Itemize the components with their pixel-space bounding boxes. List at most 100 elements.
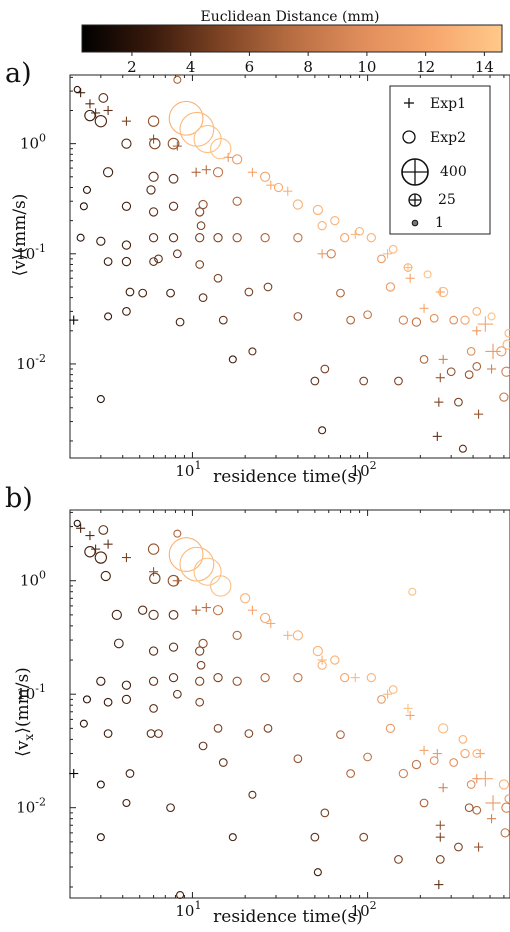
data-point-exp2 (121, 240, 132, 250)
data-point-exp2 (310, 832, 320, 842)
data-point-exp1 (247, 167, 257, 177)
data-point-exp2 (73, 85, 81, 94)
data-point-exp2 (173, 75, 182, 84)
data-point-exp2 (293, 312, 303, 321)
data-point-exp1 (403, 263, 413, 273)
data-point-exp2 (501, 366, 510, 377)
data-point-exp2 (419, 355, 429, 364)
data-point-exp2 (173, 529, 182, 538)
data-point-exp2 (464, 370, 474, 379)
data-point-exp2 (138, 288, 148, 298)
data-point-exp1 (121, 116, 131, 126)
data-point-exp2 (168, 201, 179, 211)
data-point-exp1 (201, 603, 211, 613)
data-point-exp2 (260, 233, 270, 243)
data-point-exp2 (318, 426, 327, 435)
data-point-exp2 (363, 752, 372, 762)
y-tick-label: 10-2 (16, 796, 46, 817)
data-point-exp2 (502, 339, 510, 350)
data-point-exp2 (355, 226, 364, 236)
data-point-exp2 (232, 154, 243, 165)
data-point-exp2 (84, 546, 96, 558)
data-point-exp2 (113, 638, 124, 649)
y-tick-base: 10 (20, 572, 39, 590)
data-point-exp2 (320, 808, 330, 818)
data-point-exp2 (96, 236, 106, 246)
data-point-exp2 (100, 570, 111, 582)
panel-a-xlabel: residence time(s) (213, 467, 363, 487)
panel-a-frame (69, 74, 510, 459)
data-point-exp2 (464, 803, 474, 813)
data-point-exp2 (103, 257, 113, 266)
x-tick-label: 102 (351, 459, 377, 480)
data-point-exp2 (346, 315, 355, 325)
data-point-exp2 (326, 249, 336, 259)
colorbar-tick-label: 10 (357, 58, 376, 76)
data-point-exp1 (403, 703, 413, 713)
data-point-exp2 (73, 519, 81, 528)
data-point-exp2 (438, 286, 449, 298)
x-tick-label: 102 (351, 899, 377, 920)
data-point-exp2 (125, 769, 135, 778)
data-point-exp2 (111, 609, 122, 621)
data-point-exp1 (191, 605, 201, 615)
data-point-exp2 (429, 313, 439, 323)
data-point-exp2 (148, 171, 159, 182)
data-point-exp2 (460, 315, 470, 325)
data-point-exp2 (423, 270, 432, 279)
data-point-exp2 (260, 672, 270, 683)
data-point-exp2 (121, 201, 132, 211)
data-point-exp1 (435, 832, 445, 842)
data-point-exp2 (232, 196, 242, 206)
data-point-exp2 (411, 759, 422, 770)
y-tick-exp: -2 (35, 352, 46, 365)
data-point-exp2 (79, 719, 88, 728)
data-point-exp2 (312, 204, 323, 216)
data-point-exp2 (125, 287, 135, 297)
data-point-exp2 (198, 638, 208, 649)
panel-b-xlabel: residence time(s) (213, 907, 363, 927)
data-point-exp1 (405, 710, 415, 720)
data-point-exp2 (394, 855, 403, 864)
data-point-exp2 (501, 802, 510, 813)
data-point-exp2 (96, 395, 105, 404)
data-point-exp2 (293, 672, 303, 683)
y-tick-label: 10-1 (16, 242, 46, 263)
data-point-exp1 (434, 880, 444, 890)
data-point-exp2 (244, 729, 254, 738)
legend-size-400-cross (402, 159, 428, 185)
data-point-exp2 (168, 173, 179, 184)
x-tick-label: 101 (175, 899, 201, 920)
data-point-exp2 (317, 221, 327, 231)
data-point-exp2 (148, 646, 159, 656)
data-point-exp2 (195, 697, 205, 707)
data-point-exp1 (266, 180, 276, 190)
data-point-exp2 (210, 138, 232, 160)
x-tick-label: 101 (175, 459, 201, 480)
data-point-exp2 (148, 609, 159, 621)
legend-box (389, 85, 491, 235)
data-point-exp2 (198, 741, 208, 751)
data-point-exp2 (196, 660, 206, 670)
data-point-exp2 (438, 723, 449, 734)
data-point-exp1 (419, 745, 429, 755)
data-point-exp2 (419, 798, 429, 808)
data-point-exp2 (96, 780, 105, 789)
data-point-exp2 (168, 537, 204, 572)
data-point-exp2 (148, 233, 159, 243)
data-point-exp2 (359, 832, 369, 842)
data-point-exp1 (317, 249, 327, 259)
data-point-exp1 (486, 364, 497, 374)
data-point-exp2 (98, 93, 109, 103)
legend-size-1: 1 (435, 215, 444, 231)
data-point-exp2 (172, 689, 182, 699)
data-point-exp2 (212, 167, 224, 178)
panel-b-ylabel: ⟨vx⟩(mm/s) (13, 667, 36, 757)
data-point-exp2 (175, 317, 185, 327)
data-point-exp2 (248, 347, 257, 356)
data-point-exp2 (454, 842, 463, 852)
data-point-exp2 (198, 199, 208, 210)
data-point-exp2 (196, 221, 206, 231)
data-point-exp1 (85, 531, 95, 541)
data-point-exp2 (198, 293, 208, 302)
